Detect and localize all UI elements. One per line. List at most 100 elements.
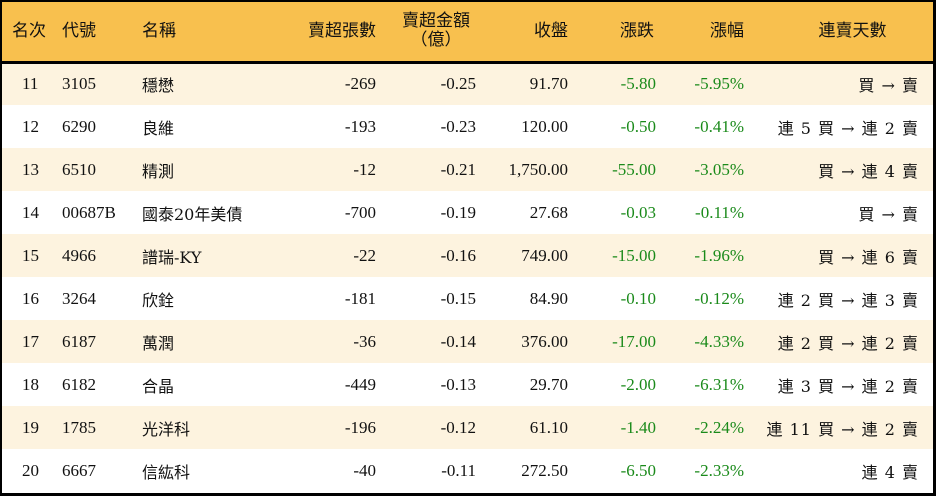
- close-cell: 29.70: [529, 374, 568, 394]
- change-pct-cell: -0.12%: [694, 288, 744, 308]
- change-cell: -1.40: [620, 417, 656, 437]
- name-cell: 光洋科: [142, 419, 191, 439]
- shares-cell: -700: [344, 202, 376, 222]
- change-cell: -17.00: [612, 331, 656, 351]
- name-cell: 精測: [142, 161, 175, 181]
- name-cell: 譜瑞-KY: [142, 247, 202, 267]
- rank-cell: 20: [22, 460, 39, 480]
- amount-cell: -0.15: [440, 288, 476, 308]
- code-cell: 6667: [62, 460, 96, 480]
- change-pct-cell: -2.33%: [694, 460, 744, 480]
- change-cell: -0.10: [620, 288, 656, 308]
- streak-cell: 連 11 買 → 連 2 賣: [766, 419, 919, 439]
- table-row[interactable]: 15 4966 譜瑞-KY -22 -0.16 749.00 -15.00 -1…: [2, 234, 933, 277]
- change-cell: -6.50: [620, 460, 656, 480]
- streak-cell: 連 2 買 → 連 3 賣: [777, 290, 919, 310]
- shares-cell: -193: [344, 116, 376, 136]
- name-cell: 國泰20年美債: [142, 204, 243, 224]
- change-pct-cell: -5.95%: [694, 74, 744, 94]
- change-pct-cell: -4.33%: [694, 331, 744, 351]
- table-row[interactable]: 18 6182 合晶 -449 -0.13 29.70 -2.00 -6.31%…: [2, 363, 933, 406]
- shares-cell: -196: [344, 417, 376, 437]
- column-header-net-sell-shares[interactable]: 賣超張數: [276, 2, 380, 64]
- streak-cell: 買 → 賣: [858, 204, 919, 224]
- table-row[interactable]: 17 6187 萬潤 -36 -0.14 376.00 -17.00 -4.33…: [2, 320, 933, 363]
- code-cell: 4966: [62, 245, 96, 265]
- streak-cell: 買 → 賣: [858, 76, 919, 96]
- table-row[interactable]: 12 6290 良維 -193 -0.23 120.00 -0.50 -0.41…: [2, 105, 933, 148]
- change-pct-cell: -0.11%: [695, 202, 744, 222]
- code-cell: 6182: [62, 374, 96, 394]
- rank-cell: 11: [22, 74, 39, 94]
- name-cell: 合晶: [142, 376, 175, 396]
- change-pct-cell: -2.24%: [694, 417, 744, 437]
- code-cell: 6290: [62, 116, 96, 136]
- column-header-streak[interactable]: 連賣天數: [752, 2, 933, 64]
- code-cell: 3264: [62, 288, 96, 308]
- code-cell: 1785: [62, 417, 96, 437]
- table-body: 11 3105 穩懋 -269 -0.25 91.70 -5.80 -5.95%…: [2, 62, 933, 492]
- column-header-net-sell-amount[interactable]: 賣超金額 （億）: [380, 2, 480, 64]
- code-cell: 6510: [62, 159, 96, 179]
- column-header-name[interactable]: 名稱: [140, 2, 276, 64]
- change-cell: -55.00: [612, 159, 656, 179]
- amount-cell: -0.11: [441, 460, 476, 480]
- amount-cell: -0.19: [440, 202, 476, 222]
- change-cell: -0.50: [620, 116, 656, 136]
- change-pct-cell: -6.31%: [694, 374, 744, 394]
- rank-cell: 12: [22, 116, 39, 136]
- column-header-close[interactable]: 收盤: [480, 2, 572, 64]
- streak-cell: 連 5 買 → 連 2 賣: [777, 118, 919, 138]
- column-header-change[interactable]: 漲跌: [572, 2, 662, 64]
- streak-cell: 買 → 連 4 賣: [818, 161, 919, 181]
- shares-cell: -36: [353, 331, 376, 351]
- shares-cell: -269: [344, 74, 376, 94]
- table-header: 名次 代號 名稱 賣超張數 賣超金額 （億） 收盤 漲跌 漲幅 連賣天數: [2, 2, 933, 64]
- rank-cell: 16: [22, 288, 39, 308]
- amount-cell: -0.13: [440, 374, 476, 394]
- close-cell: 1,750.00: [508, 159, 569, 179]
- table-row[interactable]: 13 6510 精測 -12 -0.21 1,750.00 -55.00 -3.…: [2, 148, 933, 191]
- streak-cell: 連 3 買 → 連 2 賣: [777, 376, 919, 396]
- change-pct-cell: -3.05%: [694, 159, 744, 179]
- name-cell: 穩懋: [142, 76, 175, 96]
- table-row[interactable]: 19 1785 光洋科 -196 -0.12 61.10 -1.40 -2.24…: [2, 406, 933, 449]
- table-row[interactable]: 16 3264 欣銓 -181 -0.15 84.90 -0.10 -0.12%…: [2, 277, 933, 320]
- rank-cell: 19: [22, 417, 39, 437]
- close-cell: 272.50: [521, 460, 568, 480]
- close-cell: 84.90: [529, 288, 568, 308]
- table-row[interactable]: 14 00687B 國泰20年美債 -700 -0.19 27.68 -0.03…: [2, 191, 933, 234]
- change-pct-cell: -0.41%: [694, 116, 744, 136]
- close-cell: 749.00: [521, 245, 568, 265]
- amount-cell: -0.25: [440, 74, 476, 94]
- change-cell: -2.00: [620, 374, 656, 394]
- table-row[interactable]: 11 3105 穩懋 -269 -0.25 91.70 -5.80 -5.95%…: [2, 62, 933, 105]
- close-cell: 376.00: [521, 331, 568, 351]
- shares-cell: -449: [344, 374, 376, 394]
- column-header-rank[interactable]: 名次: [2, 2, 60, 64]
- amount-cell: -0.23: [440, 116, 476, 136]
- code-cell: 00687B: [62, 202, 116, 222]
- rank-cell: 17: [22, 331, 39, 351]
- column-header-change-pct[interactable]: 漲幅: [662, 2, 752, 64]
- rank-cell: 13: [22, 159, 39, 179]
- change-cell: -5.80: [620, 74, 656, 94]
- close-cell: 120.00: [521, 116, 568, 136]
- shares-cell: -12: [353, 159, 376, 179]
- code-cell: 6187: [62, 331, 96, 351]
- close-cell: 27.68: [529, 202, 568, 222]
- amount-cell: -0.12: [440, 417, 476, 437]
- streak-cell: 買 → 連 6 賣: [818, 247, 919, 267]
- table-row[interactable]: 20 6667 信紘科 -40 -0.11 272.50 -6.50 -2.33…: [2, 449, 933, 492]
- name-cell: 良維: [142, 118, 175, 138]
- change-pct-cell: -1.96%: [694, 245, 744, 265]
- amount-cell: -0.16: [440, 245, 476, 265]
- name-cell: 萬潤: [142, 333, 175, 353]
- streak-cell: 連 4 賣: [861, 462, 919, 482]
- name-cell: 信紘科: [142, 462, 191, 482]
- column-header-code[interactable]: 代號: [60, 2, 140, 64]
- close-cell: 91.70: [529, 74, 568, 94]
- rank-cell: 15: [22, 245, 39, 265]
